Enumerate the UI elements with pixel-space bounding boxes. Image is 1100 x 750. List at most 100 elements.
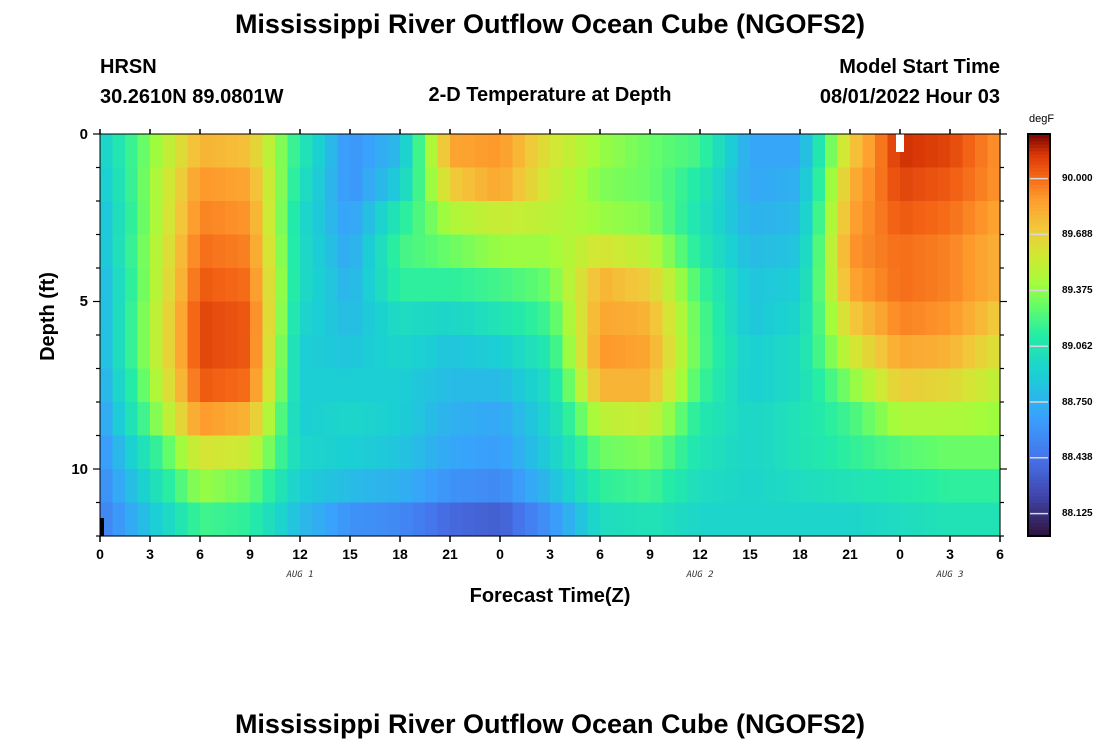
- heatmap-cell: [737, 301, 751, 336]
- heatmap-cell: [650, 201, 664, 236]
- heatmap-cell: [725, 502, 739, 537]
- heatmap-cell: [362, 301, 376, 336]
- heatmap-cell: [650, 469, 664, 504]
- heatmap-cell: [312, 134, 326, 169]
- heatmap-cell: [637, 301, 651, 336]
- colorbar-swatch: [1028, 160, 1050, 165]
- heatmap-cell: [425, 301, 439, 336]
- heatmap-cell: [225, 201, 239, 236]
- heatmap-cell: [187, 502, 201, 537]
- colorbar-swatch: [1028, 522, 1050, 527]
- heatmap-cell: [300, 134, 314, 169]
- heatmap-cell: [425, 435, 439, 470]
- colorbar-swatch: [1028, 234, 1050, 239]
- heatmap-cell: [437, 167, 451, 202]
- heatmap-cell: [375, 167, 389, 202]
- x-tick-label: 6: [596, 546, 604, 562]
- heatmap-cell: [512, 469, 526, 504]
- colorbar-swatch: [1028, 381, 1050, 386]
- heatmap-cell: [962, 402, 976, 437]
- heatmap-cell: [537, 368, 551, 403]
- colorbar-swatch: [1028, 465, 1050, 470]
- heatmap-cell: [137, 301, 151, 336]
- heatmap-cell: [862, 234, 876, 269]
- x-tick-label: 21: [842, 546, 858, 562]
- heatmap-cell: [225, 268, 239, 303]
- colorbar-swatch: [1028, 147, 1050, 152]
- heatmap-cell: [975, 301, 989, 336]
- heatmap-cell: [950, 368, 964, 403]
- heatmap-cell: [562, 234, 576, 269]
- heatmap-cell: [987, 134, 1001, 169]
- heatmap-cell: [650, 368, 664, 403]
- heatmap-cell: [762, 435, 776, 470]
- heatmap-cell: [325, 469, 339, 504]
- heatmap-cell: [337, 335, 351, 370]
- heatmap-cell: [662, 201, 676, 236]
- heatmap-cell: [750, 134, 764, 169]
- heatmap-cell: [725, 234, 739, 269]
- heatmap-cell: [937, 268, 951, 303]
- heatmap-cell: [112, 301, 126, 336]
- heatmap-cell: [237, 268, 251, 303]
- heatmap-cell: [787, 167, 801, 202]
- heatmap-cell: [287, 201, 301, 236]
- heatmap-cell: [787, 435, 801, 470]
- heatmap-cell: [862, 301, 876, 336]
- heatmap-cell: [700, 502, 714, 537]
- heatmap-cell: [950, 435, 964, 470]
- heatmap-cell: [687, 368, 701, 403]
- heatmap-cell: [437, 368, 451, 403]
- heatmap-cell: [650, 268, 664, 303]
- heatmap-cell: [625, 502, 639, 537]
- heatmap-cell: [350, 167, 364, 202]
- colorbar-swatch: [1028, 502, 1050, 507]
- heatmap-cell: [337, 234, 351, 269]
- heatmap-cell: [562, 201, 576, 236]
- heatmap-cell: [100, 201, 114, 236]
- heatmap-cell: [300, 301, 314, 336]
- heatmap-cell: [362, 234, 376, 269]
- colorbar-swatch: [1028, 398, 1050, 403]
- heatmap-cell: [500, 502, 514, 537]
- heatmap-cell: [362, 201, 376, 236]
- heatmap-cell: [325, 335, 339, 370]
- heatmap-cell: [875, 502, 889, 537]
- colorbar-swatch: [1028, 184, 1050, 189]
- heatmap-cell: [975, 134, 989, 169]
- heatmap-cell: [837, 435, 851, 470]
- heatmap-cell: [687, 402, 701, 437]
- heatmap-cell: [212, 201, 226, 236]
- heatmap-cell: [737, 167, 751, 202]
- heatmap-cell: [937, 368, 951, 403]
- heatmap-cell: [400, 502, 414, 537]
- colorbar-swatch: [1028, 157, 1050, 162]
- colorbar-swatch: [1028, 428, 1050, 433]
- heatmap-cell: [587, 268, 601, 303]
- heatmap-cell: [475, 435, 489, 470]
- heatmap-cell: [950, 268, 964, 303]
- colorbar-swatch: [1028, 425, 1050, 430]
- heatmap-cell: [662, 268, 676, 303]
- heatmap-cell: [437, 402, 451, 437]
- heatmap-cell: [750, 335, 764, 370]
- heatmap-cell: [712, 301, 726, 336]
- heatmap-cell: [700, 268, 714, 303]
- heatmap-cell: [900, 301, 914, 336]
- heatmap-cell: [937, 402, 951, 437]
- heatmap-cell: [687, 301, 701, 336]
- heatmap-cell: [912, 368, 926, 403]
- colorbar-swatch: [1028, 385, 1050, 390]
- heatmap-cell: [712, 435, 726, 470]
- colorbar-swatch: [1028, 442, 1050, 447]
- colorbar-swatch: [1028, 174, 1050, 179]
- heatmap-cell: [600, 201, 614, 236]
- heatmap-cell: [512, 335, 526, 370]
- heatmap-cell: [150, 469, 164, 504]
- heatmap-cell: [912, 335, 926, 370]
- heatmap-cell: [125, 502, 139, 537]
- heatmap-cell: [125, 134, 139, 169]
- heatmap-cell: [775, 435, 789, 470]
- heatmap-cell: [662, 368, 676, 403]
- heatmap-cell: [500, 402, 514, 437]
